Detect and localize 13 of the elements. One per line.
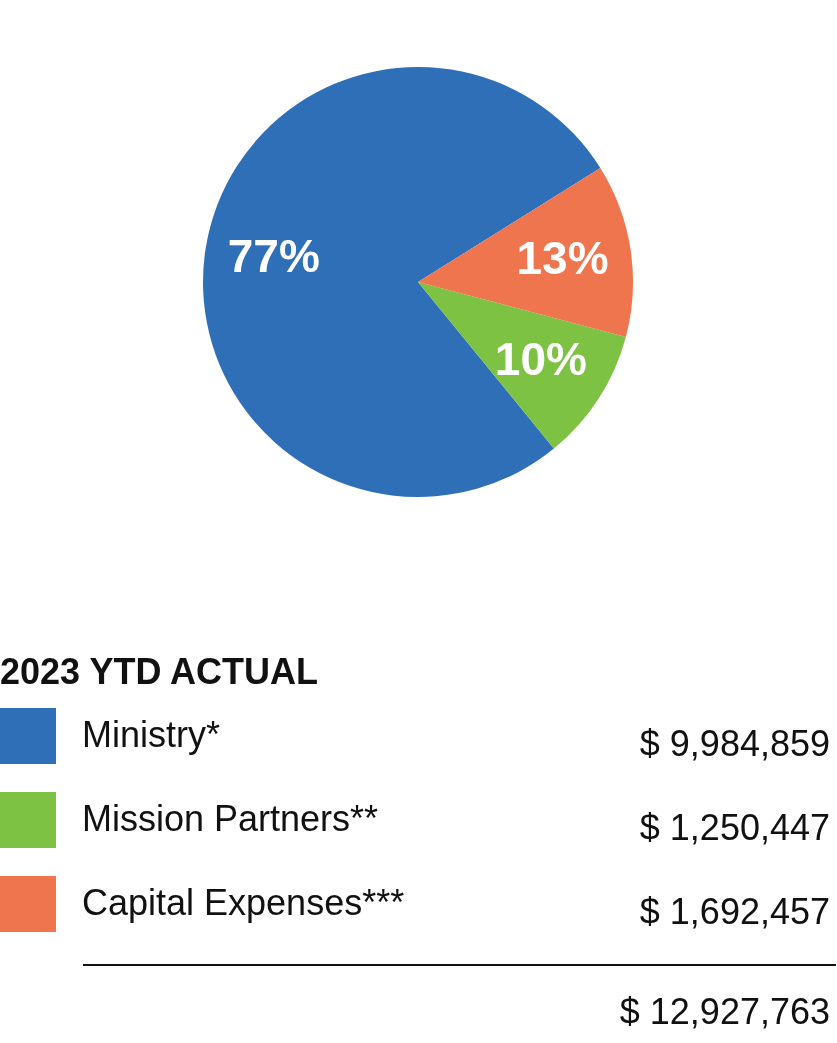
data-label: 13% <box>516 232 609 285</box>
text: $ 9,984,859 <box>639 723 830 764</box>
legend-label: Mission Partners** <box>82 798 379 839</box>
data-label: 10% <box>494 333 587 386</box>
pie-slice <box>418 168 633 337</box>
text: $ 1,692,457 <box>639 891 830 932</box>
text: $ 12,927,763 <box>619 991 830 1032</box>
legend-label: Ministry* <box>82 714 221 755</box>
legend-title: 2023 YTD ACTUAL <box>0 651 319 692</box>
text: $ 1,250,447 <box>639 807 830 848</box>
data-label: 77% <box>227 230 320 283</box>
legend-label: Capital Expenses*** <box>82 882 405 923</box>
pie-slice <box>418 282 626 449</box>
